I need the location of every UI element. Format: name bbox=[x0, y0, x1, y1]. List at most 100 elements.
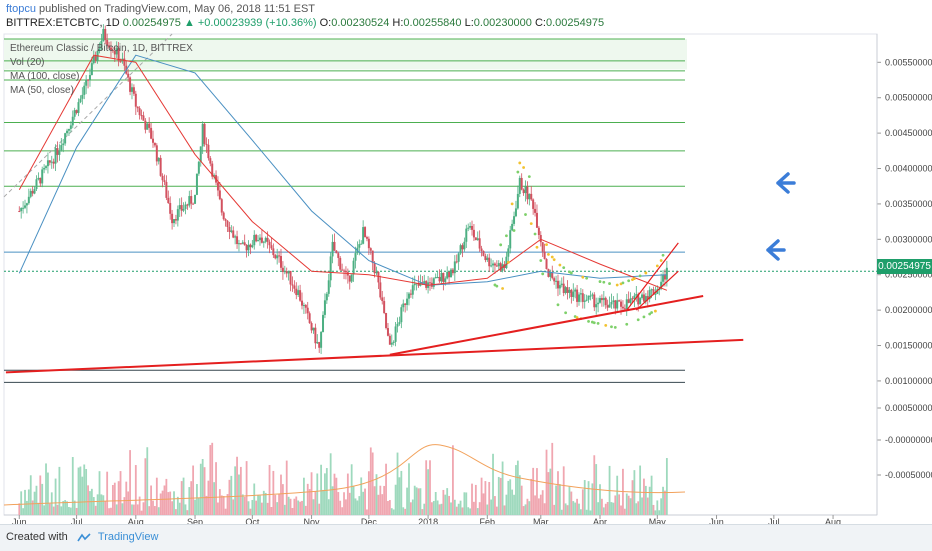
price-chart[interactable]: 0.00550000 0.00500000 0.00450000 0.00400000… bbox=[0, 0, 932, 524]
volume-bar bbox=[310, 472, 313, 515]
last-price-tag: 0.00254975 bbox=[877, 259, 932, 274]
volume-bar bbox=[287, 496, 290, 515]
symbol-label[interactable]: BITTREX:ETCBTC, 1D bbox=[6, 17, 120, 29]
candle-body bbox=[241, 242, 244, 244]
candle-body bbox=[205, 143, 208, 145]
ma100-line bbox=[18, 54, 667, 286]
volume-bar bbox=[396, 452, 399, 515]
low-label: L: bbox=[464, 17, 474, 29]
trendline bbox=[626, 242, 679, 311]
candle-body bbox=[539, 235, 542, 243]
volume-bar bbox=[537, 498, 540, 515]
volume-bar bbox=[654, 510, 657, 515]
volume-bar bbox=[278, 493, 280, 515]
volume-bar bbox=[551, 442, 554, 515]
sar-dot bbox=[636, 318, 640, 322]
legend-ma50[interactable]: MA (50, close) bbox=[10, 85, 74, 96]
candle-body bbox=[230, 230, 233, 232]
volume-bar bbox=[367, 471, 370, 515]
volume-bar bbox=[161, 490, 164, 515]
legend-volume[interactable]: Vol (20) bbox=[10, 57, 45, 68]
volume-bar bbox=[163, 485, 166, 515]
volume-bar bbox=[366, 509, 368, 515]
candle-body bbox=[207, 144, 210, 159]
candle-body bbox=[148, 123, 151, 128]
sar-dot bbox=[506, 260, 510, 264]
volume-bar bbox=[188, 487, 191, 515]
volume-bar bbox=[220, 495, 223, 515]
sar-dot bbox=[659, 259, 663, 262]
sar-dot bbox=[575, 316, 579, 319]
volume-bar bbox=[648, 486, 651, 515]
volume-bar bbox=[463, 492, 466, 515]
tradingview-brand[interactable]: TradingView bbox=[97, 531, 159, 543]
sar-dot bbox=[556, 303, 560, 307]
high-label: H: bbox=[392, 17, 404, 29]
candle-body bbox=[572, 291, 575, 297]
candle-body bbox=[157, 157, 160, 162]
volume-bar bbox=[37, 502, 40, 515]
sar-dot bbox=[501, 287, 504, 290]
legend-ma100[interactable]: MA (100, close) bbox=[10, 71, 80, 82]
sar-dot bbox=[608, 282, 611, 285]
volume-bar bbox=[184, 504, 187, 515]
volume-bar bbox=[452, 445, 454, 515]
candle-body bbox=[450, 269, 453, 278]
candle-body bbox=[337, 253, 340, 258]
volume-bar bbox=[196, 484, 198, 515]
candle-body bbox=[245, 245, 248, 251]
volume-bar bbox=[664, 490, 666, 515]
volume-bar bbox=[123, 497, 126, 515]
candle-body bbox=[492, 263, 495, 266]
volume-bar bbox=[387, 500, 389, 515]
volume-bar bbox=[98, 471, 101, 515]
volume-bar bbox=[324, 473, 326, 515]
close-value: 0.00254975 bbox=[545, 17, 605, 29]
candle-body bbox=[648, 289, 651, 300]
candle-body bbox=[71, 116, 74, 126]
candle-body bbox=[406, 298, 409, 305]
candle-body bbox=[92, 56, 95, 64]
candle-body bbox=[106, 40, 109, 46]
candle-body bbox=[555, 280, 558, 282]
candle-body bbox=[190, 196, 193, 204]
candle-body bbox=[211, 163, 214, 177]
candle-body bbox=[173, 219, 176, 224]
volume-bar bbox=[35, 485, 38, 515]
volume-bar bbox=[333, 473, 336, 515]
x-tick-label: May bbox=[649, 517, 667, 524]
volume-bar bbox=[295, 496, 298, 515]
volume-bar bbox=[532, 467, 535, 515]
candle-body bbox=[547, 269, 550, 277]
volume-bar bbox=[87, 485, 89, 515]
candle-body bbox=[446, 271, 449, 279]
volume-tick-label: -0.00050000 bbox=[885, 470, 932, 480]
candle-body bbox=[278, 255, 281, 257]
sar-dot bbox=[527, 175, 531, 179]
volume-bar bbox=[459, 500, 462, 515]
volume-bar bbox=[320, 464, 323, 515]
y-tick-label: 0.00100000 bbox=[885, 376, 932, 386]
candle-body bbox=[132, 87, 135, 94]
candle-body bbox=[516, 193, 519, 209]
candle-body bbox=[595, 304, 598, 308]
volume-bar bbox=[148, 506, 151, 515]
candle-body bbox=[234, 236, 237, 238]
candle-body bbox=[182, 208, 185, 211]
volume-bar bbox=[18, 503, 21, 515]
y-tick-label: 0.00300000 bbox=[885, 234, 932, 244]
candle-body bbox=[625, 299, 628, 309]
candle-body bbox=[295, 288, 298, 296]
candle-body bbox=[383, 301, 386, 313]
author-link[interactable]: ftopcu bbox=[6, 3, 36, 15]
volume-bar bbox=[614, 495, 617, 515]
candle-body bbox=[604, 297, 607, 306]
volume-bar bbox=[73, 500, 76, 515]
candle-body bbox=[490, 265, 493, 267]
candle-body bbox=[109, 47, 112, 51]
volume-bar bbox=[77, 467, 80, 515]
candle-body bbox=[194, 194, 197, 204]
candle-body bbox=[253, 234, 256, 246]
candle-body bbox=[27, 196, 30, 204]
volume-bar bbox=[283, 504, 286, 515]
